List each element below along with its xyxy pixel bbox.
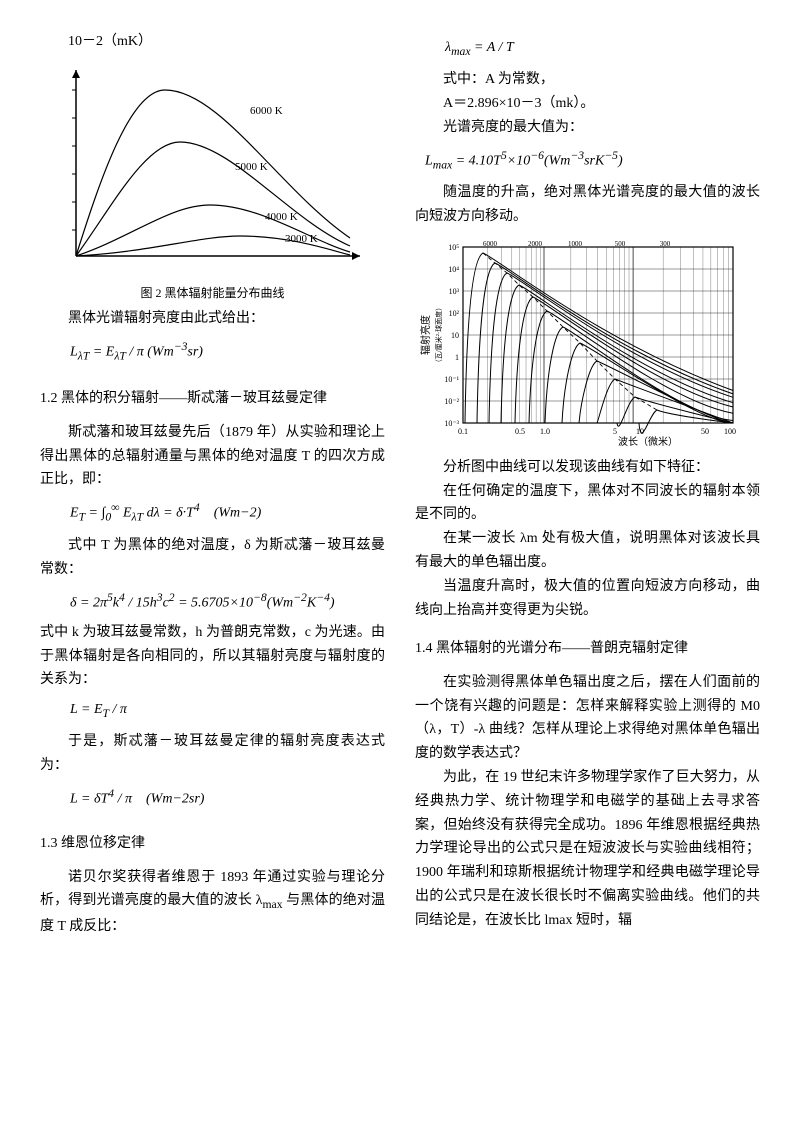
paragraph: 式中 T 为黑体的绝对温度，δ 为斯忒藩－玻耳兹曼常数： xyxy=(40,534,385,582)
svg-text:1.0: 1.0 xyxy=(540,427,550,436)
formula-spectral-radiance: LλT = EλT / π (Wm−3sr) xyxy=(40,331,385,373)
svg-text:500: 500 xyxy=(615,240,626,248)
chart1-caption: 图 2 黑体辐射能量分布曲线 xyxy=(40,280,385,301)
svg-text:6000 K: 6000 K xyxy=(250,105,283,117)
svg-text:5: 5 xyxy=(613,427,617,436)
formula-sigma-constant: δ = 2π5k4 / 15h3c2 = 5.6705×10−8(Wm−2K−4… xyxy=(40,582,385,621)
chart-blackbody-curves: 6000 K 5000 K 4000 K 3000 K 图 2 黑体辐射能量分布曲线 xyxy=(40,54,385,307)
svg-text:300: 300 xyxy=(660,240,671,248)
paragraph: 式中：A 为常数， xyxy=(415,68,760,92)
section-1-3-title: 1.3 维恩位移定律 xyxy=(40,833,385,855)
svg-text:1000: 1000 xyxy=(568,240,583,248)
formula-wien-displacement: λmax = A / T xyxy=(415,30,760,68)
formula-radiance-sb: L = δT4 / π (Wm−2sr) xyxy=(40,778,385,817)
svg-text:0.5: 0.5 xyxy=(515,427,525,436)
svg-text:2000: 2000 xyxy=(528,240,543,248)
svg-text:辐射亮度: 辐射亮度 xyxy=(419,315,432,355)
svg-text:100: 100 xyxy=(724,427,736,436)
formula-lmax: Lmax = 4.10T5×10−6(Wm−3srK−5) xyxy=(415,140,760,182)
paragraph: 于是，斯忒藩－玻耳兹曼定律的辐射亮度表达式为： xyxy=(40,730,385,778)
svg-text:波长（微米）: 波长（微米） xyxy=(618,435,678,448)
svg-text:10⁻²: 10⁻² xyxy=(444,397,459,406)
svg-text:5000 K: 5000 K xyxy=(235,161,268,173)
paragraph: 在某一波长 λm 处有极大值，说明黑体对该波长具有最大的单色辐出度。 xyxy=(415,527,760,575)
paragraph: 当温度升高时，极大值的位置向短波方向移动，曲线向上抬高并变得更为尖锐。 xyxy=(415,575,760,623)
svg-text:10²: 10² xyxy=(449,309,460,318)
paragraph: 式中 k 为玻耳兹曼常数，h 为普朗克常数，c 为光速。由于黑体辐射是各向相同的… xyxy=(40,621,385,692)
svg-text:10⁴: 10⁴ xyxy=(448,265,459,274)
section-1-4-title: 1.4 黑体辐射的光谱分布——普朗克辐射定律 xyxy=(415,638,760,660)
svg-text:（瓦/厘米²·球面度）: （瓦/厘米²·球面度） xyxy=(434,304,443,366)
svg-text:10⁵: 10⁵ xyxy=(448,243,459,252)
svg-text:3000 K: 3000 K xyxy=(285,233,318,245)
svg-text:6000: 6000 xyxy=(483,240,498,248)
paragraph: 诺贝尔奖获得者维恩于 1893 年通过实验与理论分析，得到光谱亮度的最大值的波长… xyxy=(40,866,385,939)
top-unit-line: 10－2（mK） xyxy=(40,30,385,54)
paragraph: 随温度的升高，绝对黑体光谱亮度的最大值的波长向短波方向移动。 xyxy=(415,181,760,229)
paragraph: 在实验测得黑体单色辐出度之后，摆在人们面前的一个饶有兴趣的问题是：怎样来解释实验… xyxy=(415,671,760,766)
chart-log-spectrum: 10⁻³10⁻²10⁻¹11010²10³10⁴10⁵0.10.51.05105… xyxy=(415,229,760,456)
svg-text:1: 1 xyxy=(455,353,459,362)
paragraph: 黑体光谱辐射亮度由此式给出： xyxy=(40,307,385,331)
svg-text:4000 K: 4000 K xyxy=(265,211,298,223)
paragraph: 分析图中曲线可以发现该曲线有如下特征： xyxy=(415,456,760,480)
paragraph: 为此，在 19 世纪末许多物理学家作了巨大努力，从经典热力学、统计物理学和电磁学… xyxy=(415,766,760,933)
formula-stefan-boltzmann: ET = ∫0∞ EλT dλ = δ·T4 (Wm−2) xyxy=(40,492,385,534)
paragraph: 斯忒藩和玻耳兹曼先后（1879 年）从实验和理论上得出黑体的总辐射通量与黑体的绝… xyxy=(40,421,385,492)
svg-text:10⁻¹: 10⁻¹ xyxy=(444,375,459,384)
svg-text:10³: 10³ xyxy=(449,287,460,296)
paragraph: 光谱亮度的最大值为： xyxy=(415,116,760,140)
formula-radiance-relation: L = ET / π xyxy=(40,692,385,730)
section-1-2-title: 1.2 黑体的积分辐射——斯忒藩－玻耳兹曼定律 xyxy=(40,388,385,410)
paragraph: 在任何确定的温度下，黑体对不同波长的辐射本领是不同的。 xyxy=(415,480,760,528)
svg-text:10: 10 xyxy=(451,331,459,340)
paragraph: A＝2.896×10－3（mk）。 xyxy=(415,92,760,116)
svg-text:50: 50 xyxy=(701,427,709,436)
svg-text:0.1: 0.1 xyxy=(458,427,468,436)
